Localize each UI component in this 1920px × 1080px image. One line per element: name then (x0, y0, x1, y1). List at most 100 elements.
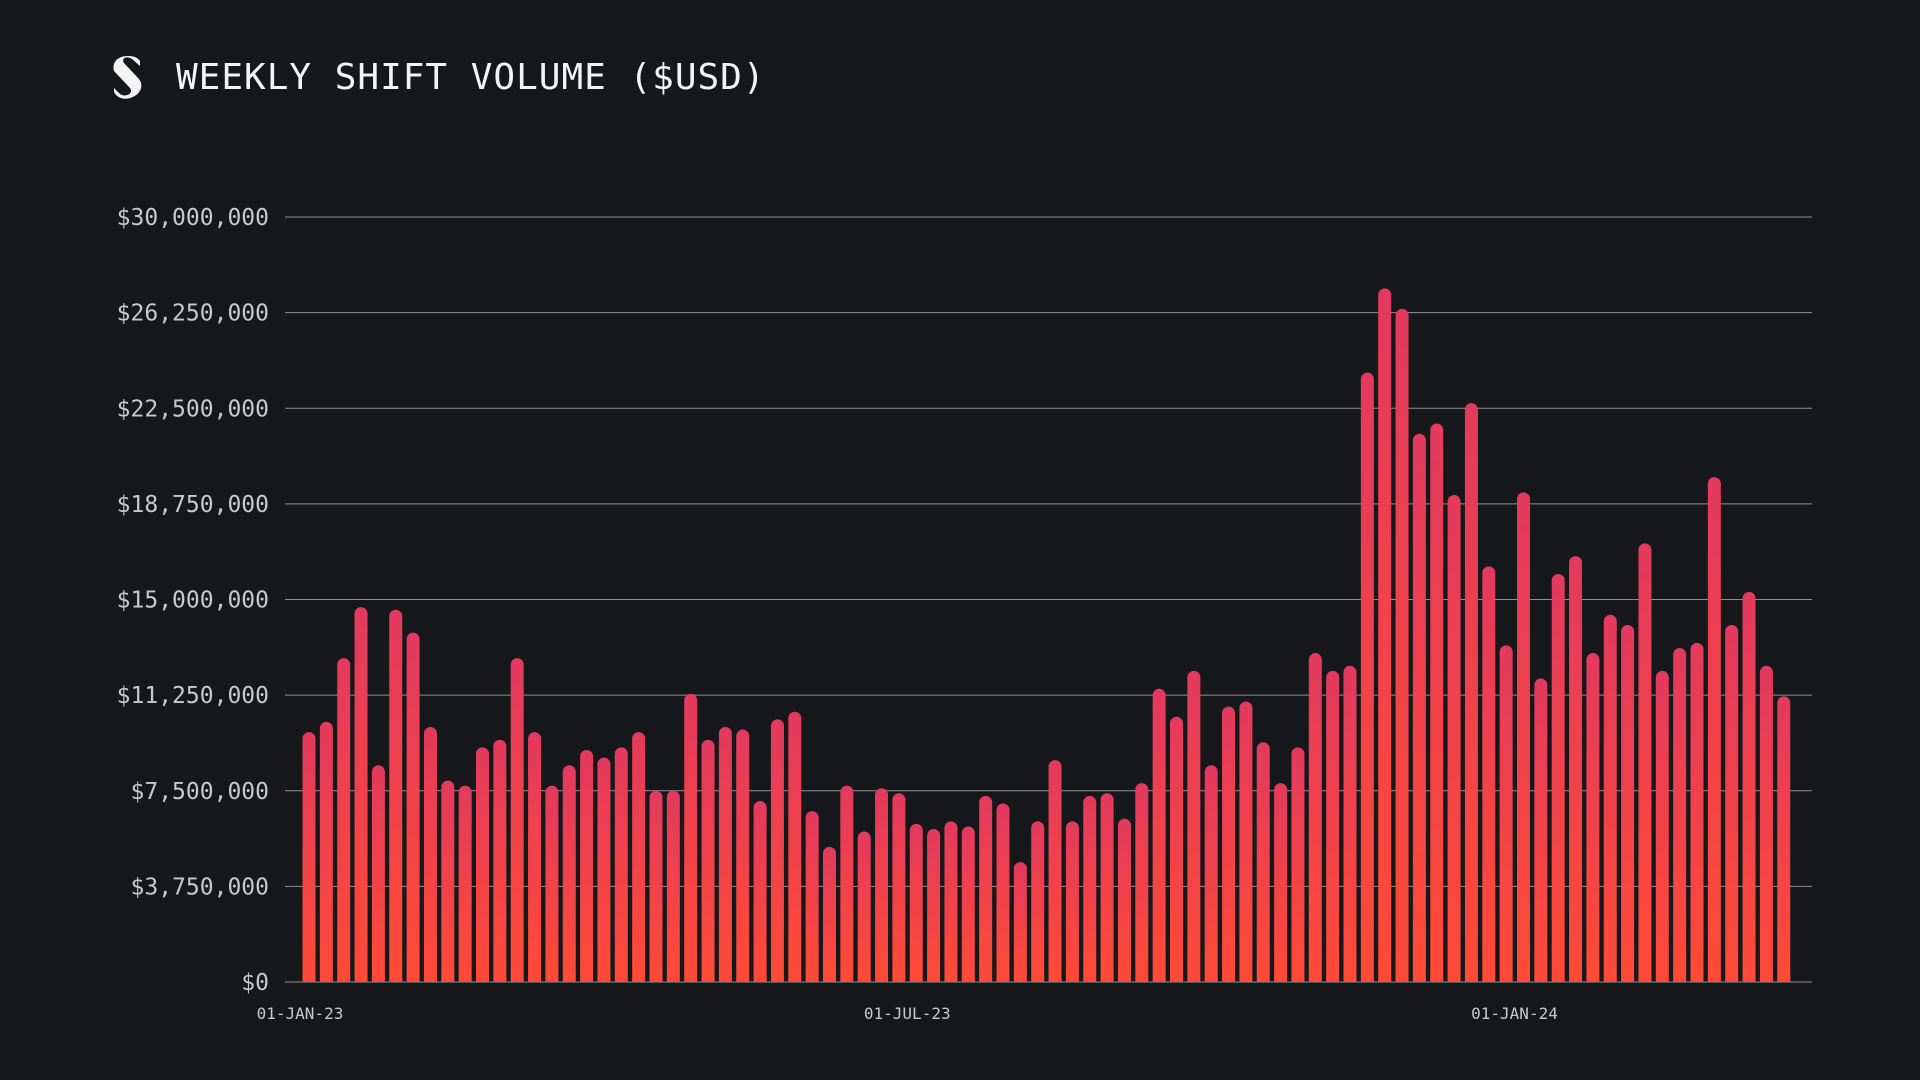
bar (1291, 747, 1305, 982)
bar (979, 795, 993, 982)
bar (1517, 492, 1530, 982)
bar (493, 739, 507, 982)
bar (1603, 614, 1617, 982)
bar (597, 757, 611, 982)
bar (1170, 716, 1183, 982)
bar (1482, 566, 1496, 982)
bar (1447, 494, 1461, 982)
y-tick-label: $3,750,000 (131, 874, 269, 900)
bar (458, 785, 472, 982)
x-tick-label: 01-JUL-23 (864, 1004, 951, 1023)
bar (1013, 862, 1027, 982)
bar (1117, 818, 1131, 982)
bar (354, 607, 368, 982)
bar (1551, 574, 1565, 982)
bar (1412, 433, 1426, 983)
y-tick-label: $15,000,000 (117, 588, 269, 614)
bar (1673, 647, 1687, 982)
bar (718, 727, 732, 982)
y-tick-label: $26,250,000 (117, 301, 269, 327)
bar (840, 785, 854, 982)
bar (753, 800, 767, 982)
bar (1204, 765, 1218, 982)
bar (1430, 423, 1444, 982)
shapeshift-logo-icon (113, 56, 142, 99)
y-tick-label: $0 (241, 970, 269, 996)
bar (1690, 642, 1704, 982)
bar (649, 790, 663, 982)
bar (1759, 665, 1773, 982)
bar (319, 721, 333, 982)
bar (1777, 696, 1791, 982)
bar (1569, 556, 1583, 982)
bar (1152, 688, 1166, 982)
x-axis-tick-labels: 01-JAN-23 01-JUL-23 01-JAN-24 (257, 1004, 1558, 1023)
bar (614, 747, 628, 982)
bar (1534, 678, 1548, 982)
bar (701, 739, 715, 982)
bar (528, 732, 542, 982)
bar (1222, 706, 1236, 982)
bar (1187, 670, 1201, 982)
bar (1378, 288, 1392, 982)
bar (1621, 625, 1635, 982)
bar (1308, 653, 1322, 982)
bar (1256, 742, 1270, 982)
bar (441, 780, 455, 982)
bar (580, 749, 594, 982)
bar (337, 658, 351, 982)
x-tick-label: 01-JAN-24 (1471, 1004, 1558, 1023)
bar (1742, 591, 1756, 982)
bar (632, 732, 646, 982)
y-tick-label: $22,500,000 (117, 396, 269, 422)
bar (1707, 477, 1721, 982)
bar (909, 823, 923, 982)
bar (1083, 795, 1097, 982)
bar (1326, 670, 1340, 982)
bar (1638, 543, 1652, 982)
bar (1031, 821, 1045, 982)
bar (406, 632, 420, 982)
y-tick-label: $7,500,000 (131, 779, 269, 805)
bar (875, 788, 889, 982)
bar (562, 765, 576, 982)
bar (666, 790, 680, 982)
bar (1239, 701, 1253, 982)
bar (1274, 783, 1288, 982)
bar (1395, 308, 1409, 982)
bar (423, 727, 437, 982)
bar (1065, 821, 1079, 982)
bar (944, 821, 958, 982)
bar (857, 831, 871, 982)
bar (476, 747, 489, 982)
chart-header: WEEKLY SHIFT VOLUME ($USD) (110, 52, 766, 102)
bar (1048, 760, 1062, 982)
bar (1655, 670, 1669, 982)
bar (1360, 372, 1374, 982)
bar (302, 732, 316, 982)
bar (371, 765, 385, 982)
bar (892, 793, 906, 982)
y-axis-tick-labels: $0 $3,750,000 $7,500,000 $11,250,000 $15,000… (117, 205, 269, 996)
bar (1586, 653, 1600, 982)
bar (389, 609, 403, 982)
bar (1343, 665, 1357, 982)
y-tick-label: $18,750,000 (117, 492, 269, 518)
bar (927, 829, 941, 982)
bar (805, 811, 819, 982)
y-tick-label: $30,000,000 (117, 205, 269, 231)
y-tick-label: $11,250,000 (117, 683, 269, 709)
bar (1464, 403, 1478, 982)
bar (1725, 625, 1739, 982)
bar (788, 711, 802, 982)
bar (736, 729, 750, 982)
x-tick-label: 01-JAN-23 (257, 1004, 344, 1023)
bar (545, 785, 559, 982)
bars (302, 288, 1791, 983)
bar (510, 658, 524, 982)
bar (684, 693, 698, 982)
chart-title: WEEKLY SHIFT VOLUME ($USD) (176, 56, 766, 98)
bar (1135, 783, 1149, 982)
bar (996, 803, 1010, 982)
